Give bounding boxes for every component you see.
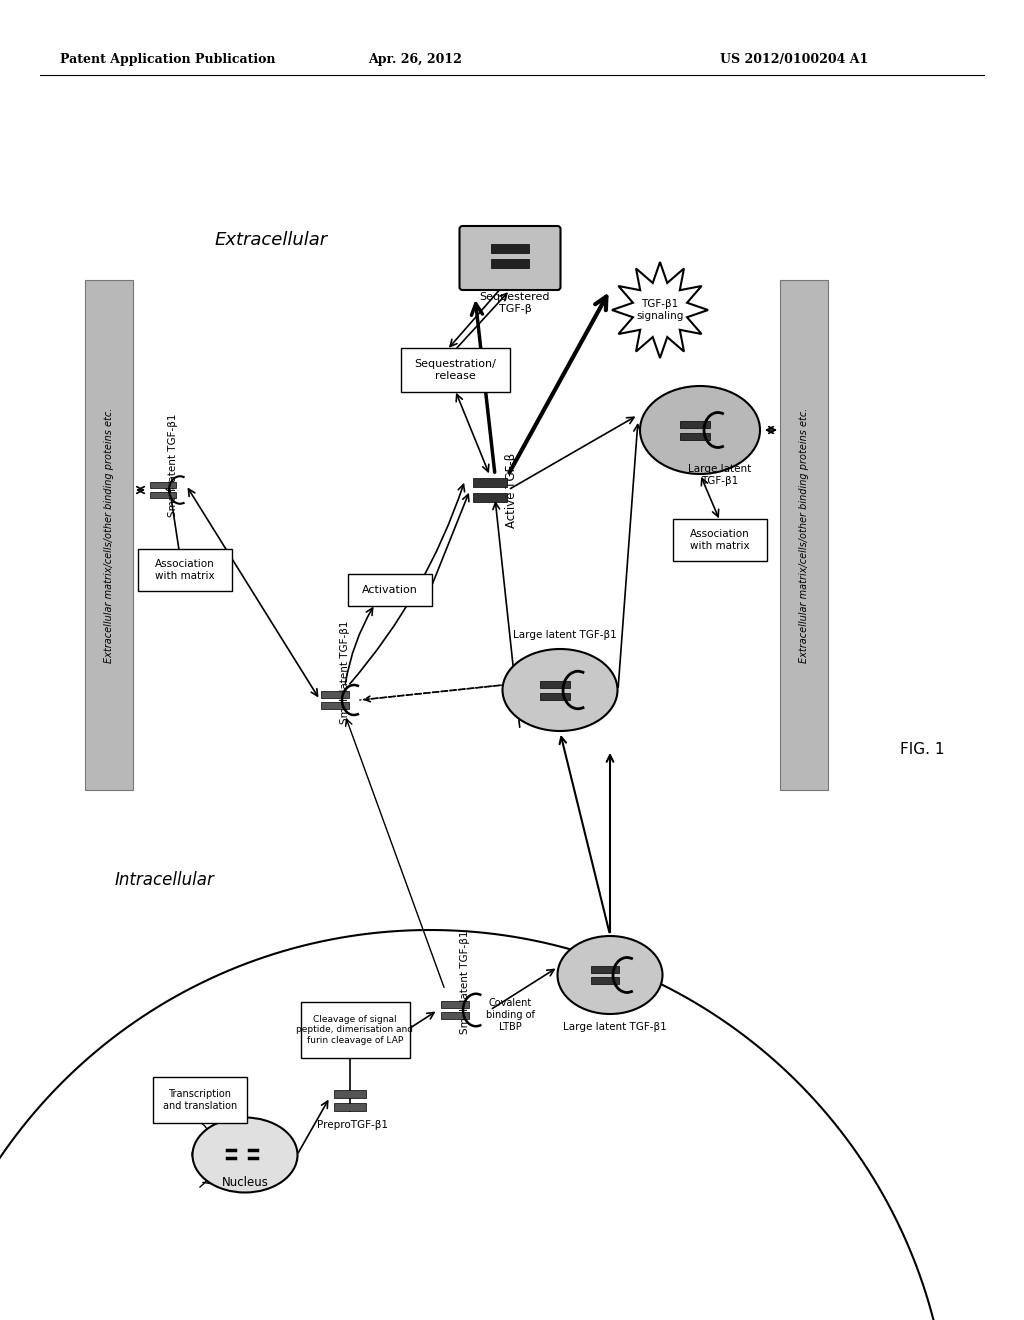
- Polygon shape: [490, 244, 529, 253]
- Text: Sequestration/
release: Sequestration/ release: [414, 359, 496, 380]
- Text: Large latent TGF-β1: Large latent TGF-β1: [513, 630, 616, 640]
- Text: Cleavage of signal
peptide, dimerisation and
furin cleavage of LAP: Cleavage of signal peptide, dimerisation…: [297, 1015, 414, 1045]
- Text: Sequestered
TGF-β: Sequestered TGF-β: [480, 292, 550, 314]
- Polygon shape: [490, 259, 529, 268]
- Text: Extracellular: Extracellular: [215, 231, 328, 249]
- Text: US 2012/0100204 A1: US 2012/0100204 A1: [720, 54, 868, 66]
- Polygon shape: [612, 261, 708, 358]
- FancyBboxPatch shape: [153, 1077, 247, 1123]
- FancyBboxPatch shape: [400, 348, 510, 392]
- Polygon shape: [441, 1001, 469, 1008]
- Text: Extracellular matrix/cells/other binding proteins etc.: Extracellular matrix/cells/other binding…: [799, 408, 809, 663]
- Polygon shape: [680, 421, 710, 428]
- Text: Transcription
and translation: Transcription and translation: [163, 1089, 238, 1111]
- FancyBboxPatch shape: [300, 1002, 410, 1059]
- Text: Nucleus: Nucleus: [221, 1176, 268, 1189]
- Text: Small latent TGF-β1: Small latent TGF-β1: [168, 413, 178, 516]
- FancyBboxPatch shape: [138, 549, 232, 591]
- Text: PreproTGF-β1: PreproTGF-β1: [316, 1119, 387, 1130]
- Polygon shape: [540, 693, 570, 700]
- Text: FIG. 1: FIG. 1: [900, 742, 944, 758]
- Text: Small latent TGF-β1: Small latent TGF-β1: [460, 931, 470, 1034]
- Text: Extracellular matrix/cells/other binding proteins etc.: Extracellular matrix/cells/other binding…: [104, 408, 114, 663]
- Polygon shape: [591, 977, 618, 983]
- Polygon shape: [334, 1089, 366, 1097]
- FancyBboxPatch shape: [85, 280, 133, 789]
- FancyBboxPatch shape: [348, 574, 432, 606]
- Ellipse shape: [640, 385, 760, 474]
- Polygon shape: [321, 690, 349, 698]
- Ellipse shape: [193, 1118, 298, 1192]
- Ellipse shape: [557, 936, 663, 1014]
- Text: TGF-β1
signaling: TGF-β1 signaling: [636, 300, 684, 321]
- FancyBboxPatch shape: [780, 280, 828, 789]
- Polygon shape: [473, 478, 507, 487]
- Polygon shape: [680, 433, 710, 440]
- Polygon shape: [540, 681, 570, 688]
- Text: Apr. 26, 2012: Apr. 26, 2012: [368, 54, 462, 66]
- Polygon shape: [321, 702, 349, 709]
- Polygon shape: [150, 482, 176, 488]
- Text: Activation: Activation: [362, 585, 418, 595]
- Text: Patent Application Publication: Patent Application Publication: [60, 54, 275, 66]
- Text: Association
with matrix: Association with matrix: [690, 529, 750, 550]
- FancyBboxPatch shape: [673, 519, 767, 561]
- Text: Large latent
TGF-β1: Large latent TGF-β1: [688, 465, 752, 486]
- Polygon shape: [150, 492, 176, 498]
- Ellipse shape: [503, 649, 617, 731]
- Text: Small latent TGF-β1: Small latent TGF-β1: [340, 620, 350, 723]
- Text: Covalent
binding of
LTBP: Covalent binding of LTBP: [485, 998, 535, 1032]
- Polygon shape: [591, 966, 618, 973]
- Text: Large latent TGF-β1: Large latent TGF-β1: [563, 1022, 667, 1032]
- Text: Active TGF-β: Active TGF-β: [506, 453, 518, 528]
- Polygon shape: [334, 1102, 366, 1110]
- Polygon shape: [473, 492, 507, 502]
- FancyBboxPatch shape: [460, 226, 560, 290]
- Text: Association
with matrix: Association with matrix: [155, 560, 215, 581]
- Text: Intracellular: Intracellular: [115, 871, 215, 888]
- Polygon shape: [441, 1012, 469, 1019]
